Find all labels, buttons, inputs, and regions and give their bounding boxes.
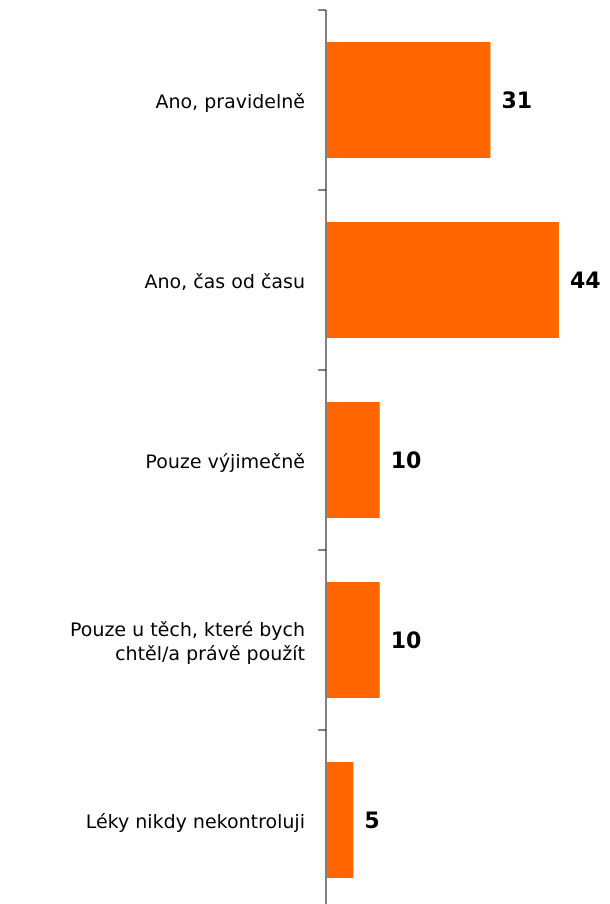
category-label: Léky nikdy nekontroluji: [85, 811, 305, 833]
value-label: 10: [391, 629, 422, 654]
category-label: Pouze výjimečně: [145, 451, 305, 473]
value-label: 44: [570, 269, 601, 294]
category-label: Pouze u těch, které bych chtěl/a právě p…: [70, 619, 305, 665]
category-label: Ano, čas od času: [144, 271, 305, 293]
value-label: 10: [391, 449, 422, 474]
value-label: 5: [364, 809, 379, 834]
bar: [327, 222, 559, 338]
bar: [327, 402, 380, 518]
bar: [327, 42, 491, 158]
bar: [327, 762, 354, 878]
value-label: 31: [501, 89, 532, 114]
category-label: Ano, pravidelně: [155, 91, 305, 113]
bar: [327, 582, 380, 698]
